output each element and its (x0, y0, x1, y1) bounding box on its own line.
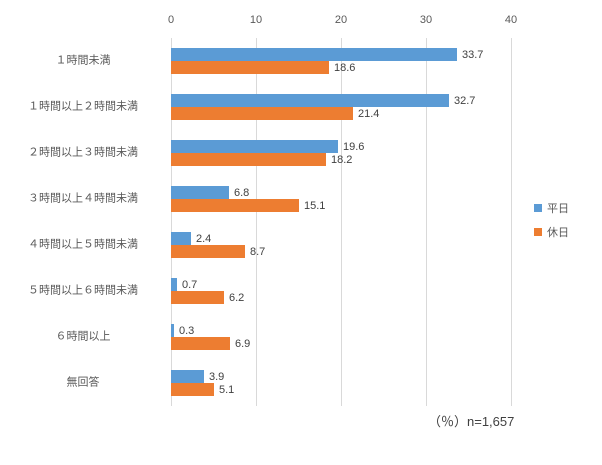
value-label: 18.2 (331, 153, 353, 166)
value-label: 8.7 (250, 245, 266, 258)
gridline-20 (340, 38, 342, 406)
bar-series0-cat1 (171, 94, 449, 107)
category-label: ３時間以上４時間未満 (28, 192, 138, 205)
value-label: 6.8 (234, 186, 250, 199)
bar-series1-cat5 (171, 291, 224, 304)
gridline-10 (255, 38, 257, 406)
bar-series1-cat4 (171, 245, 245, 258)
value-label: 0.3 (179, 324, 195, 337)
category-label: ６時間以上 (55, 330, 111, 343)
value-label: 18.6 (334, 61, 356, 74)
gridline-30 (425, 38, 427, 406)
legend: 平日 休日 (534, 196, 569, 244)
x-axis-tick-30: 30 (419, 14, 433, 26)
value-label: 19.6 (343, 140, 365, 153)
category-label: １時間未満 (55, 54, 111, 67)
bar-series1-cat2 (171, 153, 326, 166)
category-label: ５時間以上６時間未満 (28, 284, 138, 297)
legend-swatch-weekday-icon (534, 204, 542, 212)
value-label: 6.9 (235, 337, 251, 350)
bar-series1-cat3 (171, 199, 299, 212)
bar-series0-cat5 (171, 278, 177, 291)
value-label: 33.7 (462, 48, 484, 61)
value-label: 6.2 (229, 291, 245, 304)
gridline-40 (510, 38, 512, 406)
bar-series1-cat7 (171, 383, 214, 396)
value-label: 5.1 (219, 383, 235, 396)
gridline-0 (170, 38, 172, 406)
category-label: ２時間以上３時間未満 (28, 146, 138, 159)
value-label: 32.7 (454, 94, 476, 107)
bar-series1-cat0 (171, 61, 329, 74)
value-label: 2.4 (196, 232, 212, 245)
value-label: 0.7 (182, 278, 198, 291)
value-label: 21.4 (358, 107, 380, 120)
bar-series0-cat2 (171, 140, 338, 153)
bar-series0-cat4 (171, 232, 191, 245)
legend-item-holiday: 休日 (534, 220, 569, 244)
bar-series0-cat3 (171, 186, 229, 199)
legend-swatch-holiday-icon (534, 228, 542, 236)
value-label: 15.1 (304, 199, 326, 212)
category-label: ４時間以上５時間未満 (28, 238, 138, 251)
legend-label-holiday: 休日 (547, 227, 569, 239)
legend-item-weekday: 平日 (534, 196, 569, 220)
x-axis-tick-0: 0 (167, 14, 175, 26)
category-label: １時間以上２時間未満 (28, 100, 138, 113)
bar-series0-cat6 (171, 324, 174, 337)
x-axis-tick-20: 20 (334, 14, 348, 26)
bar-series1-cat1 (171, 107, 353, 120)
bar-series1-cat6 (171, 337, 230, 350)
footnote: （％）n=1,657 (428, 414, 515, 429)
legend-label-weekday: 平日 (547, 203, 569, 215)
bar-series0-cat0 (171, 48, 457, 61)
x-axis-tick-40: 40 (504, 14, 518, 26)
category-label: 無回答 (66, 376, 100, 389)
x-axis-tick-10: 10 (249, 14, 263, 26)
value-label: 3.9 (209, 370, 225, 383)
bar-series0-cat7 (171, 370, 204, 383)
